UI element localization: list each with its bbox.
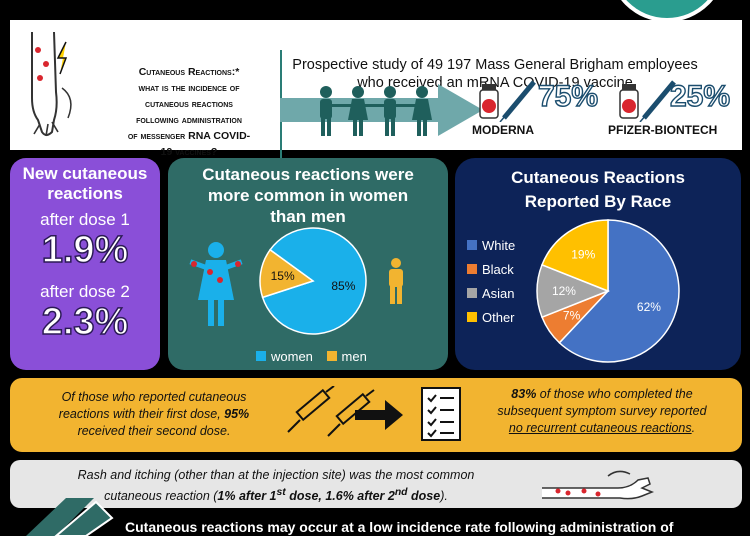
legend-swatch-women [256, 351, 266, 361]
legend-black: Black [467, 262, 514, 277]
syringe-icon [287, 386, 375, 437]
new-reactions-title: New cutaneous reactions [22, 164, 148, 203]
pfizer-percent: 25% [669, 79, 731, 113]
race-panel: Cutaneous Reactions Reported By Race Whi… [455, 158, 741, 370]
checklist-icon [421, 387, 461, 441]
dose1-value: 1.9% [41, 229, 129, 271]
pie-label-men: 15% [271, 269, 295, 283]
rash-panel: Rash and itching (other than at the inje… [10, 460, 742, 508]
moderna-vaccine-icon [479, 80, 536, 122]
legend-other: Other [467, 310, 515, 325]
race-pie-chart: 62% 7% 12% 19% [536, 219, 680, 363]
pie-slice-white [558, 219, 680, 363]
pie-slice-other [541, 219, 609, 293]
legend-label-women: women [271, 349, 313, 364]
pie-label-asian: 12% [552, 284, 576, 298]
research-question: Cutaneous Reactions:* what is the incide… [127, 66, 251, 158]
second-dose-panel: Of those who reported cutaneous reaction… [10, 378, 742, 452]
pie-slice-men [259, 248, 315, 299]
gender-legend: women men [256, 349, 386, 364]
gender-pie-chart: 85% 15% [259, 227, 367, 335]
woman-icon [189, 242, 243, 326]
dose1-label: after dose 1 [40, 210, 130, 229]
pfizer-vaccine-icon [619, 80, 676, 122]
moderna-percent: 75% [537, 79, 599, 113]
conclusion-text: Cutaneous reactions may occur at a low i… [125, 519, 674, 535]
legend-swatch-men [326, 351, 337, 361]
employees-arrow-icon [280, 84, 483, 136]
pfizer-label: PFIZER-BIONTECH [608, 123, 718, 137]
study-overview-panel: Cutaneous Reactions:* what is the incide… [10, 20, 742, 160]
legend-asian: Asian [467, 286, 515, 301]
logo-badge [608, 0, 726, 22]
moderna-label: MODERNA [472, 123, 534, 137]
man-icon [389, 258, 403, 304]
study-description: Prospective study of 49 197 Mass General… [292, 57, 698, 91]
recurrence-text: 83% of those who completed the subsequen… [497, 387, 707, 435]
legend-white: White [467, 238, 515, 253]
gender-panel: Cutaneous reactions were more common in … [168, 158, 448, 370]
rash-text: Rash and itching (other than at the inje… [77, 468, 475, 504]
pie-label-white: 62% [637, 300, 661, 314]
dose2-label: after dose 2 [40, 282, 130, 301]
pie-label-black: 7% [563, 309, 581, 323]
new-reactions-panel: New cutaneous reactions after dose 1 1.9… [10, 158, 160, 370]
pie-label-other: 19% [571, 248, 595, 262]
arm-rash-icon [31, 31, 72, 137]
race-title: Cutaneous Reactions Reported By Race [511, 168, 685, 211]
gender-title: Cutaneous reactions were more common in … [202, 165, 414, 226]
pie-label-women: 85% [331, 279, 355, 293]
legend-label-men: men [341, 349, 367, 364]
second-dose-text: Of those who reported cutaneous reaction… [58, 390, 250, 438]
arm-rash-icon-small [542, 470, 655, 500]
bandage-syringe-icon [26, 498, 114, 536]
dose2-value: 2.3% [41, 301, 129, 343]
arrow-right-icon [355, 400, 403, 430]
